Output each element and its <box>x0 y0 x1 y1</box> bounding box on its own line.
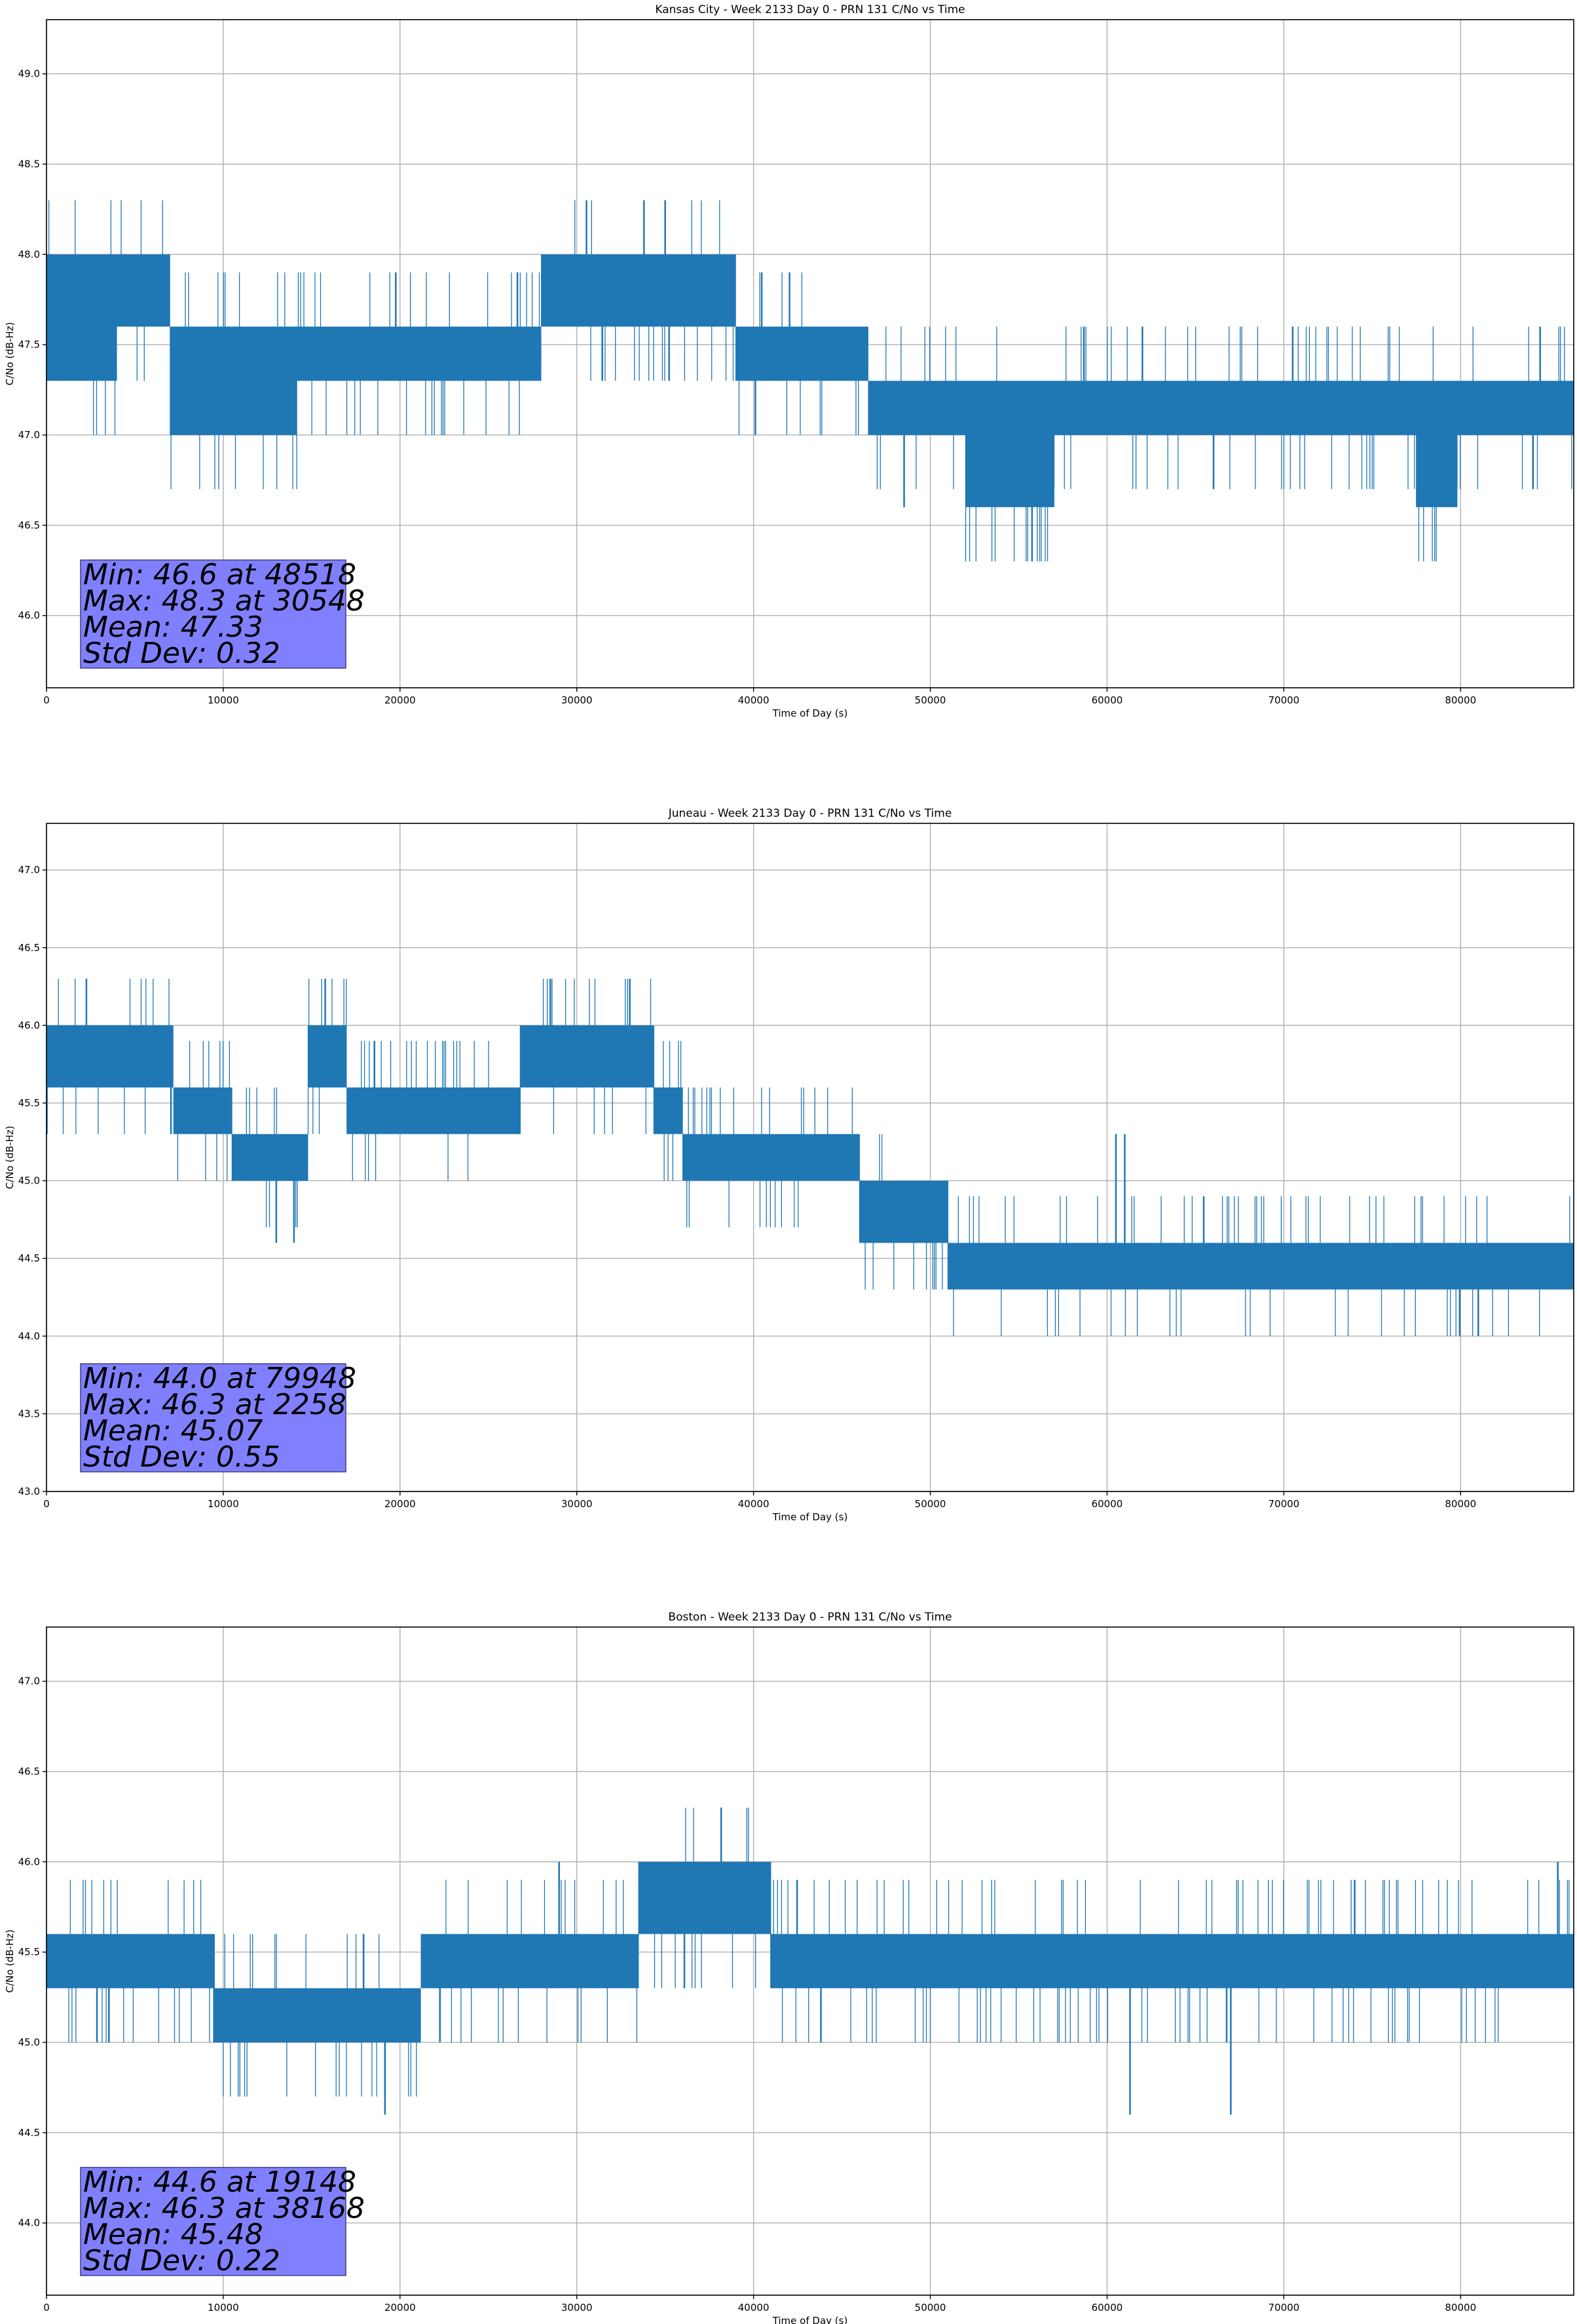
x-tick-label: 30000 <box>561 2302 593 2314</box>
stats-line: Std Dev: 0.55 <box>83 1440 280 1474</box>
x-tick-label: 10000 <box>208 2302 239 2314</box>
chart-title: Kansas City - Week 2133 Day 0 - PRN 131 … <box>655 3 965 16</box>
y-tick-label: 49.0 <box>18 68 40 80</box>
x-tick-label: 70000 <box>1268 2302 1299 2314</box>
y-tick-label: 47.0 <box>18 1676 40 1687</box>
x-tick-label: 50000 <box>915 1498 946 1510</box>
y-tick-label: 46.5 <box>18 942 40 954</box>
x-tick-label: 80000 <box>1445 1498 1476 1510</box>
x-tick-label: 10000 <box>208 1498 239 1510</box>
y-tick-label: 48.5 <box>18 159 40 170</box>
y-tick-label: 48.0 <box>18 248 40 260</box>
x-tick-label: 70000 <box>1268 1498 1299 1510</box>
plot-frame <box>46 19 1574 688</box>
chart-1: 0 10000 20000 30000 40000 50000 60000 70000 8000… <box>4 807 1574 1523</box>
y-tick-label: 46.0 <box>18 610 40 622</box>
y-tick-label: 45.5 <box>18 1097 40 1109</box>
x-tick-label: 20000 <box>384 694 416 706</box>
y-axis-label: C/No (dB-Hz) <box>4 322 16 386</box>
x-tick-label: 20000 <box>384 2302 416 2314</box>
x-tick-label: 40000 <box>738 694 770 706</box>
plot-frame <box>46 1626 1574 2296</box>
plot-frame <box>46 823 1574 1492</box>
chart-0: 0 10000 20000 30000 40000 50000 60000 70000 8000… <box>4 3 1574 719</box>
stats-background <box>80 559 346 669</box>
x-axis-label: Time of Day (s) <box>772 707 848 719</box>
stats-line: Min: 44.0 at 79948 <box>83 1362 356 1395</box>
x-tick-label: 40000 <box>738 2302 770 2314</box>
y-tick-label: 45.0 <box>18 2036 40 2048</box>
y-tick-label: 46.0 <box>18 1019 40 1031</box>
x-tick-label: 20000 <box>384 1498 416 1510</box>
stats-line: Mean: 45.07 <box>83 1414 263 1448</box>
stats-line: Std Dev: 0.22 <box>83 2244 280 2277</box>
y-tick-label: 44.0 <box>18 2217 40 2229</box>
stats-line: Std Dev: 0.32 <box>83 637 280 670</box>
stats-background <box>80 2167 346 2276</box>
series-cno <box>46 200 1574 561</box>
x-tick-label: 50000 <box>915 2302 946 2314</box>
y-tick-label: 45.5 <box>18 1946 40 1958</box>
stats-line: Max: 48.3 at 30548 <box>83 584 365 618</box>
y-tick-label: 43.0 <box>18 1486 40 1497</box>
x-tick-label: 0 <box>43 694 50 706</box>
series-line <box>46 200 1574 561</box>
y-tick-label: 46.5 <box>18 1766 40 1778</box>
x-tick-label: 30000 <box>561 694 593 706</box>
x-axis-label: Time of Day (s) <box>772 2315 848 2324</box>
x-tick-label: 40000 <box>738 1498 770 1510</box>
y-axis-label: C/No (dB-Hz) <box>4 1126 16 1190</box>
stats-line: Mean: 45.48 <box>83 2218 263 2251</box>
x-tick-label: 60000 <box>1092 1498 1123 1510</box>
y-tick-label: 44.5 <box>18 1252 40 1264</box>
y-tick-label: 44.0 <box>18 1330 40 1342</box>
x-axis-label: Time of Day (s) <box>772 1511 848 1523</box>
series-line <box>46 979 1574 1336</box>
y-tick-label: 46.5 <box>18 519 40 531</box>
x-tick-label: 80000 <box>1445 2302 1476 2314</box>
x-tick-label: 0 <box>43 2302 50 2314</box>
x-tick-label: 80000 <box>1445 694 1476 706</box>
stats-background <box>80 1363 346 1472</box>
stats-line: Min: 44.6 at 19148 <box>83 2165 356 2199</box>
series-cno <box>46 979 1574 1336</box>
y-tick-label: 47.5 <box>18 339 40 350</box>
y-tick-label: 47.0 <box>18 864 40 876</box>
x-tick-label: 10000 <box>208 694 239 706</box>
stats-line: Max: 46.3 at 38168 <box>83 2192 365 2225</box>
grid <box>46 823 1574 1492</box>
x-tick-label: 50000 <box>915 694 946 706</box>
stats-line: Max: 46.3 at 2258 <box>83 1388 346 1421</box>
y-axis-label: C/No (dB-Hz) <box>4 1930 16 1993</box>
chart-title: Boston - Week 2133 Day 0 - PRN 131 C/No … <box>668 1611 952 1624</box>
y-tick-label: 46.0 <box>18 1856 40 1867</box>
chart-2: 0 10000 20000 30000 40000 50000 60000 70000 8000… <box>4 1611 1574 2324</box>
stats-line: Mean: 47.33 <box>83 610 263 644</box>
x-tick-label: 60000 <box>1092 2302 1123 2314</box>
x-tick-label: 30000 <box>561 1498 593 1510</box>
y-tick-label: 44.5 <box>18 2127 40 2139</box>
x-tick-label: 0 <box>43 1498 50 1510</box>
y-tick-label: 47.0 <box>18 429 40 441</box>
series-cno <box>46 1807 1574 2115</box>
y-tick-label: 43.5 <box>18 1408 40 1419</box>
x-tick-label: 70000 <box>1268 694 1299 706</box>
y-tick-label: 45.0 <box>18 1175 40 1187</box>
chart-title: Juneau - Week 2133 Day 0 - PRN 131 C/No … <box>668 807 952 820</box>
x-tick-label: 60000 <box>1092 694 1123 706</box>
stats-line: Min: 46.6 at 48518 <box>83 558 356 591</box>
